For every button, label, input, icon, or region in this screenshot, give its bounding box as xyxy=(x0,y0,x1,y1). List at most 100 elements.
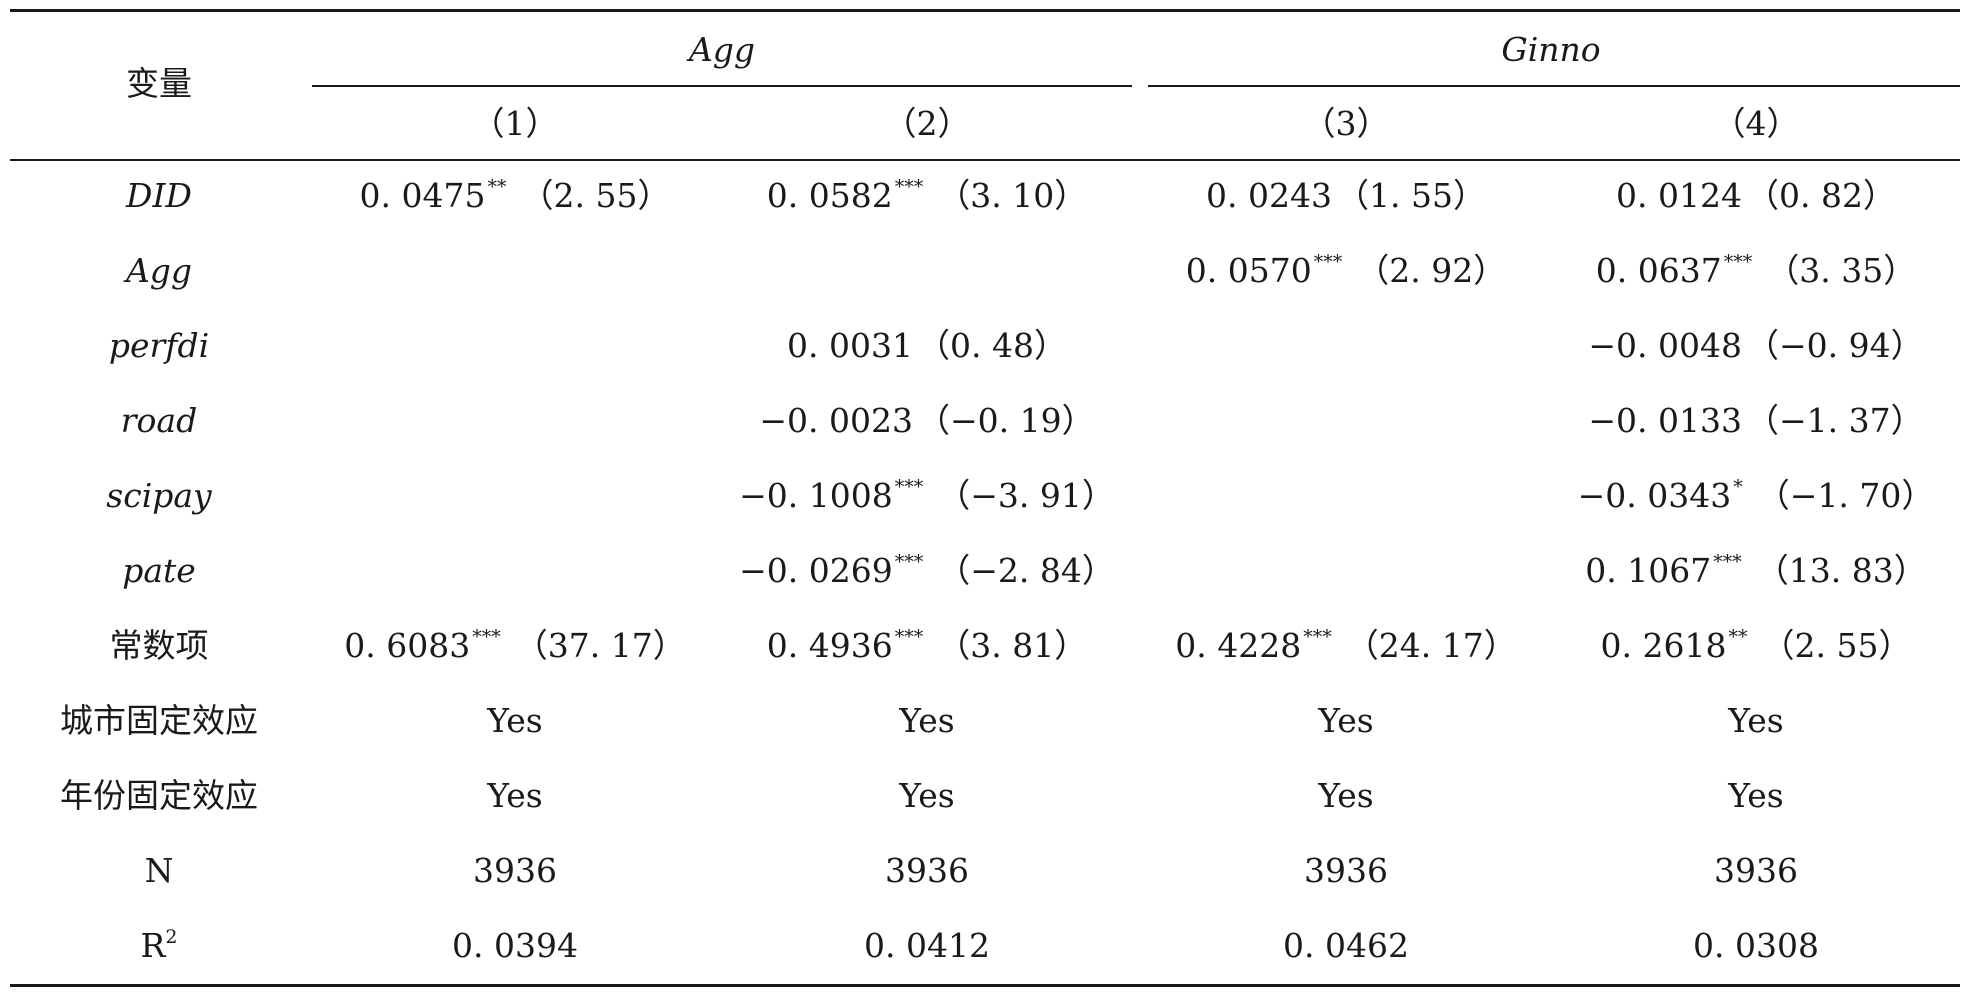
table-cell: 0. 0570 *** （2. 92） xyxy=(1186,251,1506,291)
t-statistic: （1. 55） xyxy=(1336,176,1486,215)
significance-stars: ** xyxy=(487,176,507,198)
coefficient: Yes xyxy=(899,776,955,815)
significance-stars: *** xyxy=(894,551,924,573)
coefficient: Yes xyxy=(899,701,955,740)
table-cell: 3936 xyxy=(1714,851,1798,891)
table-cell: 0. 0412 xyxy=(864,926,990,966)
coefficient: 0. 6083 xyxy=(344,626,471,665)
table-cell: Yes xyxy=(1318,776,1373,816)
agg-group-header: Agg xyxy=(688,30,756,69)
coefficient: Yes xyxy=(1728,701,1784,740)
row-label-text: perfdi xyxy=(108,326,210,365)
coefficient: 3936 xyxy=(473,851,557,890)
table-cell: 3936 xyxy=(885,851,969,891)
row-label: Agg xyxy=(126,251,192,291)
coefficient: −0. 0269 xyxy=(739,551,893,590)
table-cell: 0. 0124 （0. 82） xyxy=(1616,176,1896,216)
table-cell: −0. 0343 * （−1. 70） xyxy=(1578,476,1935,516)
column-header-3: （3） xyxy=(1302,104,1390,143)
table-cell: 0. 1067 *** （13. 83） xyxy=(1585,551,1926,591)
row-label: scipay xyxy=(106,476,211,516)
significance-stars: *** xyxy=(894,176,924,198)
significance-stars: *** xyxy=(1303,626,1332,648)
row-label-text: 年份固定效应 xyxy=(60,776,258,815)
coefficient: 3936 xyxy=(885,851,969,890)
agg-group-rule xyxy=(312,85,1132,87)
row-label-text: Agg xyxy=(125,251,193,290)
coefficient: 0. 0582 xyxy=(766,176,893,215)
row-label: N xyxy=(145,851,174,891)
t-statistic: （2. 55） xyxy=(520,176,671,215)
table-cell: 0. 0637 *** （3. 35） xyxy=(1596,251,1916,291)
table-cell: 0. 0031 （0. 48） xyxy=(787,326,1067,366)
table-cell: 3936 xyxy=(473,851,557,891)
coefficient: 0. 2618 xyxy=(1600,626,1727,665)
coefficient: 0. 0308 xyxy=(1693,926,1819,965)
table-cell: −0. 0048 （−0. 94） xyxy=(1588,326,1923,366)
coefficient: Yes xyxy=(487,701,543,740)
row-label: 年份固定效应 xyxy=(60,776,258,816)
table-cell: Yes xyxy=(1318,701,1373,741)
table-cell: 0. 0394 xyxy=(452,926,578,966)
coefficient: 0. 0475 xyxy=(359,176,486,215)
coefficient: −0. 0343 xyxy=(1577,476,1732,515)
table-cell: 0. 0475 ** （2. 55） xyxy=(360,176,671,216)
table-cell: 0. 0308 xyxy=(1693,926,1819,966)
row-label-text: DID xyxy=(126,176,192,215)
column-header-1: （1） xyxy=(471,104,559,143)
coefficient: 0. 0570 xyxy=(1185,251,1312,290)
row-label-text: road xyxy=(120,401,198,440)
table-cell: Yes xyxy=(899,776,954,816)
t-statistic: （0. 48） xyxy=(917,326,1067,365)
coefficient: −0. 0133 xyxy=(1588,401,1742,440)
table-cell: −0. 1008 *** （−3. 91） xyxy=(739,476,1115,516)
row-label: R2 xyxy=(141,926,178,966)
coefficient: 0. 1067 xyxy=(1585,551,1712,590)
t-statistic: （24. 17） xyxy=(1345,626,1517,665)
coefficient: 0. 0412 xyxy=(864,926,990,965)
coefficient: 0. 0394 xyxy=(452,926,578,965)
row-label: pate xyxy=(122,551,196,591)
header-rule xyxy=(10,159,1960,161)
coefficient: −0. 0048 xyxy=(1588,326,1742,365)
bottom-rule xyxy=(10,984,1960,987)
coefficient: −0. 0023 xyxy=(759,401,913,440)
significance-stars: *** xyxy=(472,626,501,648)
table-cell: 0. 4228 *** （24. 17） xyxy=(1175,626,1516,666)
row-label: DID xyxy=(126,176,192,216)
significance-stars: *** xyxy=(1313,251,1343,273)
coefficient: 0. 0637 xyxy=(1595,251,1722,290)
table-cell: −0. 0269 *** （−2. 84） xyxy=(739,551,1115,591)
t-statistic: （3. 10） xyxy=(937,176,1088,215)
significance-stars: ** xyxy=(1728,626,1748,648)
table-cell: Yes xyxy=(487,701,542,741)
table-cell: 0. 0582 *** （3. 10） xyxy=(767,176,1087,216)
coefficient: Yes xyxy=(487,776,543,815)
coefficient: 0. 4228 xyxy=(1175,626,1302,665)
t-statistic: （37. 17） xyxy=(514,626,686,665)
row-label-superscript: 2 xyxy=(165,926,178,948)
row-label-text: 城市固定效应 xyxy=(60,701,258,740)
coefficient: Yes xyxy=(1728,776,1784,815)
row-label: perfdi xyxy=(109,326,209,366)
coefficient: 0. 0462 xyxy=(1283,926,1409,965)
coefficient: 3936 xyxy=(1714,851,1798,890)
t-statistic: （2. 55） xyxy=(1761,626,1912,665)
table-cell: −0. 0023 （−0. 19） xyxy=(759,401,1094,441)
t-statistic: （0. 82） xyxy=(1746,176,1896,215)
variable-header: 变量 xyxy=(126,64,192,103)
t-statistic: （−3. 91） xyxy=(937,476,1115,515)
table-cell: Yes xyxy=(1728,776,1783,816)
row-label-text: pate xyxy=(122,551,196,590)
row-label-text: scipay xyxy=(106,476,212,515)
t-statistic: （2. 92） xyxy=(1356,251,1507,290)
table-cell: 0. 6083 *** （37. 17） xyxy=(344,626,685,666)
coefficient: Yes xyxy=(1318,776,1374,815)
t-statistic: （−1. 70） xyxy=(1756,476,1935,515)
table-cell: Yes xyxy=(899,701,954,741)
column-header-2: （2） xyxy=(883,104,971,143)
table-cell: 0. 0243 （1. 55） xyxy=(1206,176,1486,216)
table-cell: Yes xyxy=(487,776,542,816)
t-statistic: （13. 83） xyxy=(1755,551,1927,590)
row-label: 城市固定效应 xyxy=(60,701,258,741)
